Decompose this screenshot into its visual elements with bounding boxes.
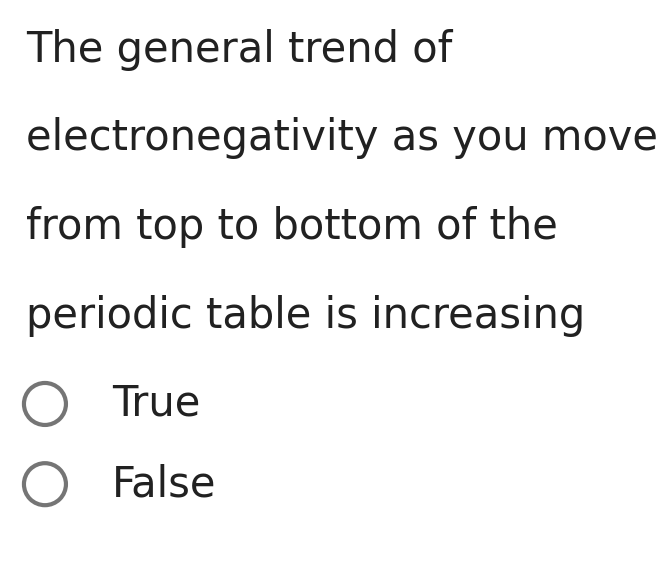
Text: electronegativity as you move: electronegativity as you move — [26, 117, 658, 159]
Text: periodic table is increasing: periodic table is increasing — [26, 295, 586, 337]
Text: from top to bottom of the: from top to bottom of the — [26, 206, 559, 248]
Text: False: False — [112, 463, 217, 505]
Text: The general trend of: The general trend of — [26, 29, 453, 70]
Text: True: True — [112, 383, 201, 425]
